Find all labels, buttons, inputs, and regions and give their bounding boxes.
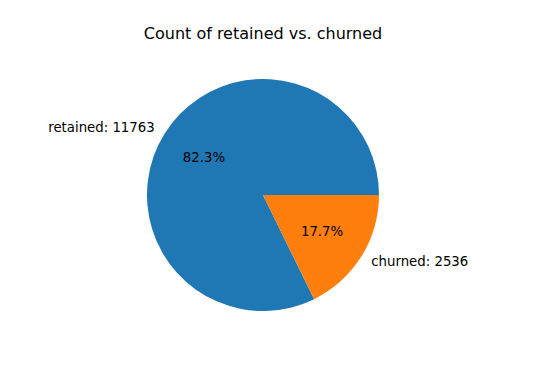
category-label: retained: 11763 — [48, 120, 154, 135]
category-label: churned: 2536 — [371, 254, 468, 269]
percentage-label: 17.7% — [301, 224, 343, 239]
title: Count of retained vs. churned — [144, 24, 382, 43]
pie — [147, 79, 379, 311]
slice — [147, 79, 379, 311]
percentage-label: 82.3% — [183, 150, 225, 165]
chart: Count of retained vs. churned retained: 1… — [0, 0, 543, 365]
labels: retained: 11763 churned: 2536 82.3% 17.7% — [48, 120, 468, 270]
slice — [263, 195, 379, 299]
